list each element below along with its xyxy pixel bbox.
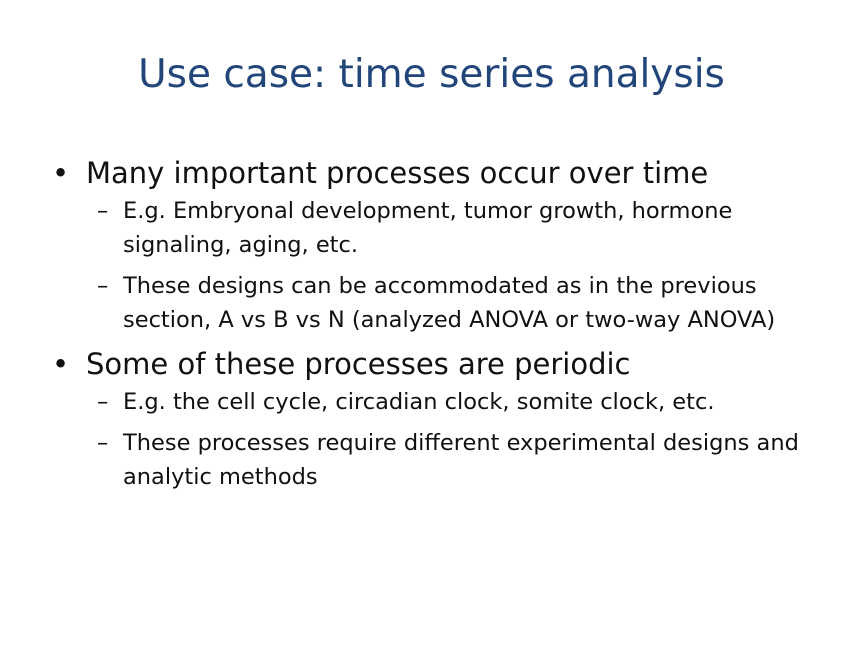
bullet-marker: • [52,347,70,381]
sub-bullet-marker: – [97,430,109,456]
slide-body: • Many important processes occur over ti… [52,154,822,502]
slide-title: Use case: time series analysis [138,52,725,97]
bullet-marker: • [52,156,70,190]
bullet-2-sublist: – E.g. the cell cycle, circadian clock, … [52,385,822,494]
sub-bullet-1-2: – These designs can be accommodated as i… [97,269,813,337]
bullet-1-text: Many important processes occur over time [86,156,709,190]
sub-bullet-marker: – [97,389,109,415]
bullet-2-text: Some of these processes are periodic [86,347,631,381]
sub-bullet-2-1: – E.g. the cell cycle, circadian clock, … [97,385,813,419]
sub-bullet-2-2: – These processes require different expe… [97,426,813,494]
bullet-1: • Many important processes occur over ti… [52,154,822,192]
sub-bullet-marker: – [97,198,109,224]
bullet-2: • Some of these processes are periodic [52,345,822,383]
sub-bullet-1-1: – E.g. Embryonal development, tumor grow… [97,194,813,262]
bullet-1-sublist: – E.g. Embryonal development, tumor grow… [52,194,822,337]
sub-bullet-2-2-text: These processes require different experi… [123,430,799,490]
sub-bullet-2-1-text: E.g. the cell cycle, circadian clock, so… [123,389,715,415]
sub-bullet-marker: – [97,273,109,299]
sub-bullet-1-2-text: These designs can be accommodated as in … [123,273,776,333]
sub-bullet-1-1-text: E.g. Embryonal development, tumor growth… [123,198,733,258]
